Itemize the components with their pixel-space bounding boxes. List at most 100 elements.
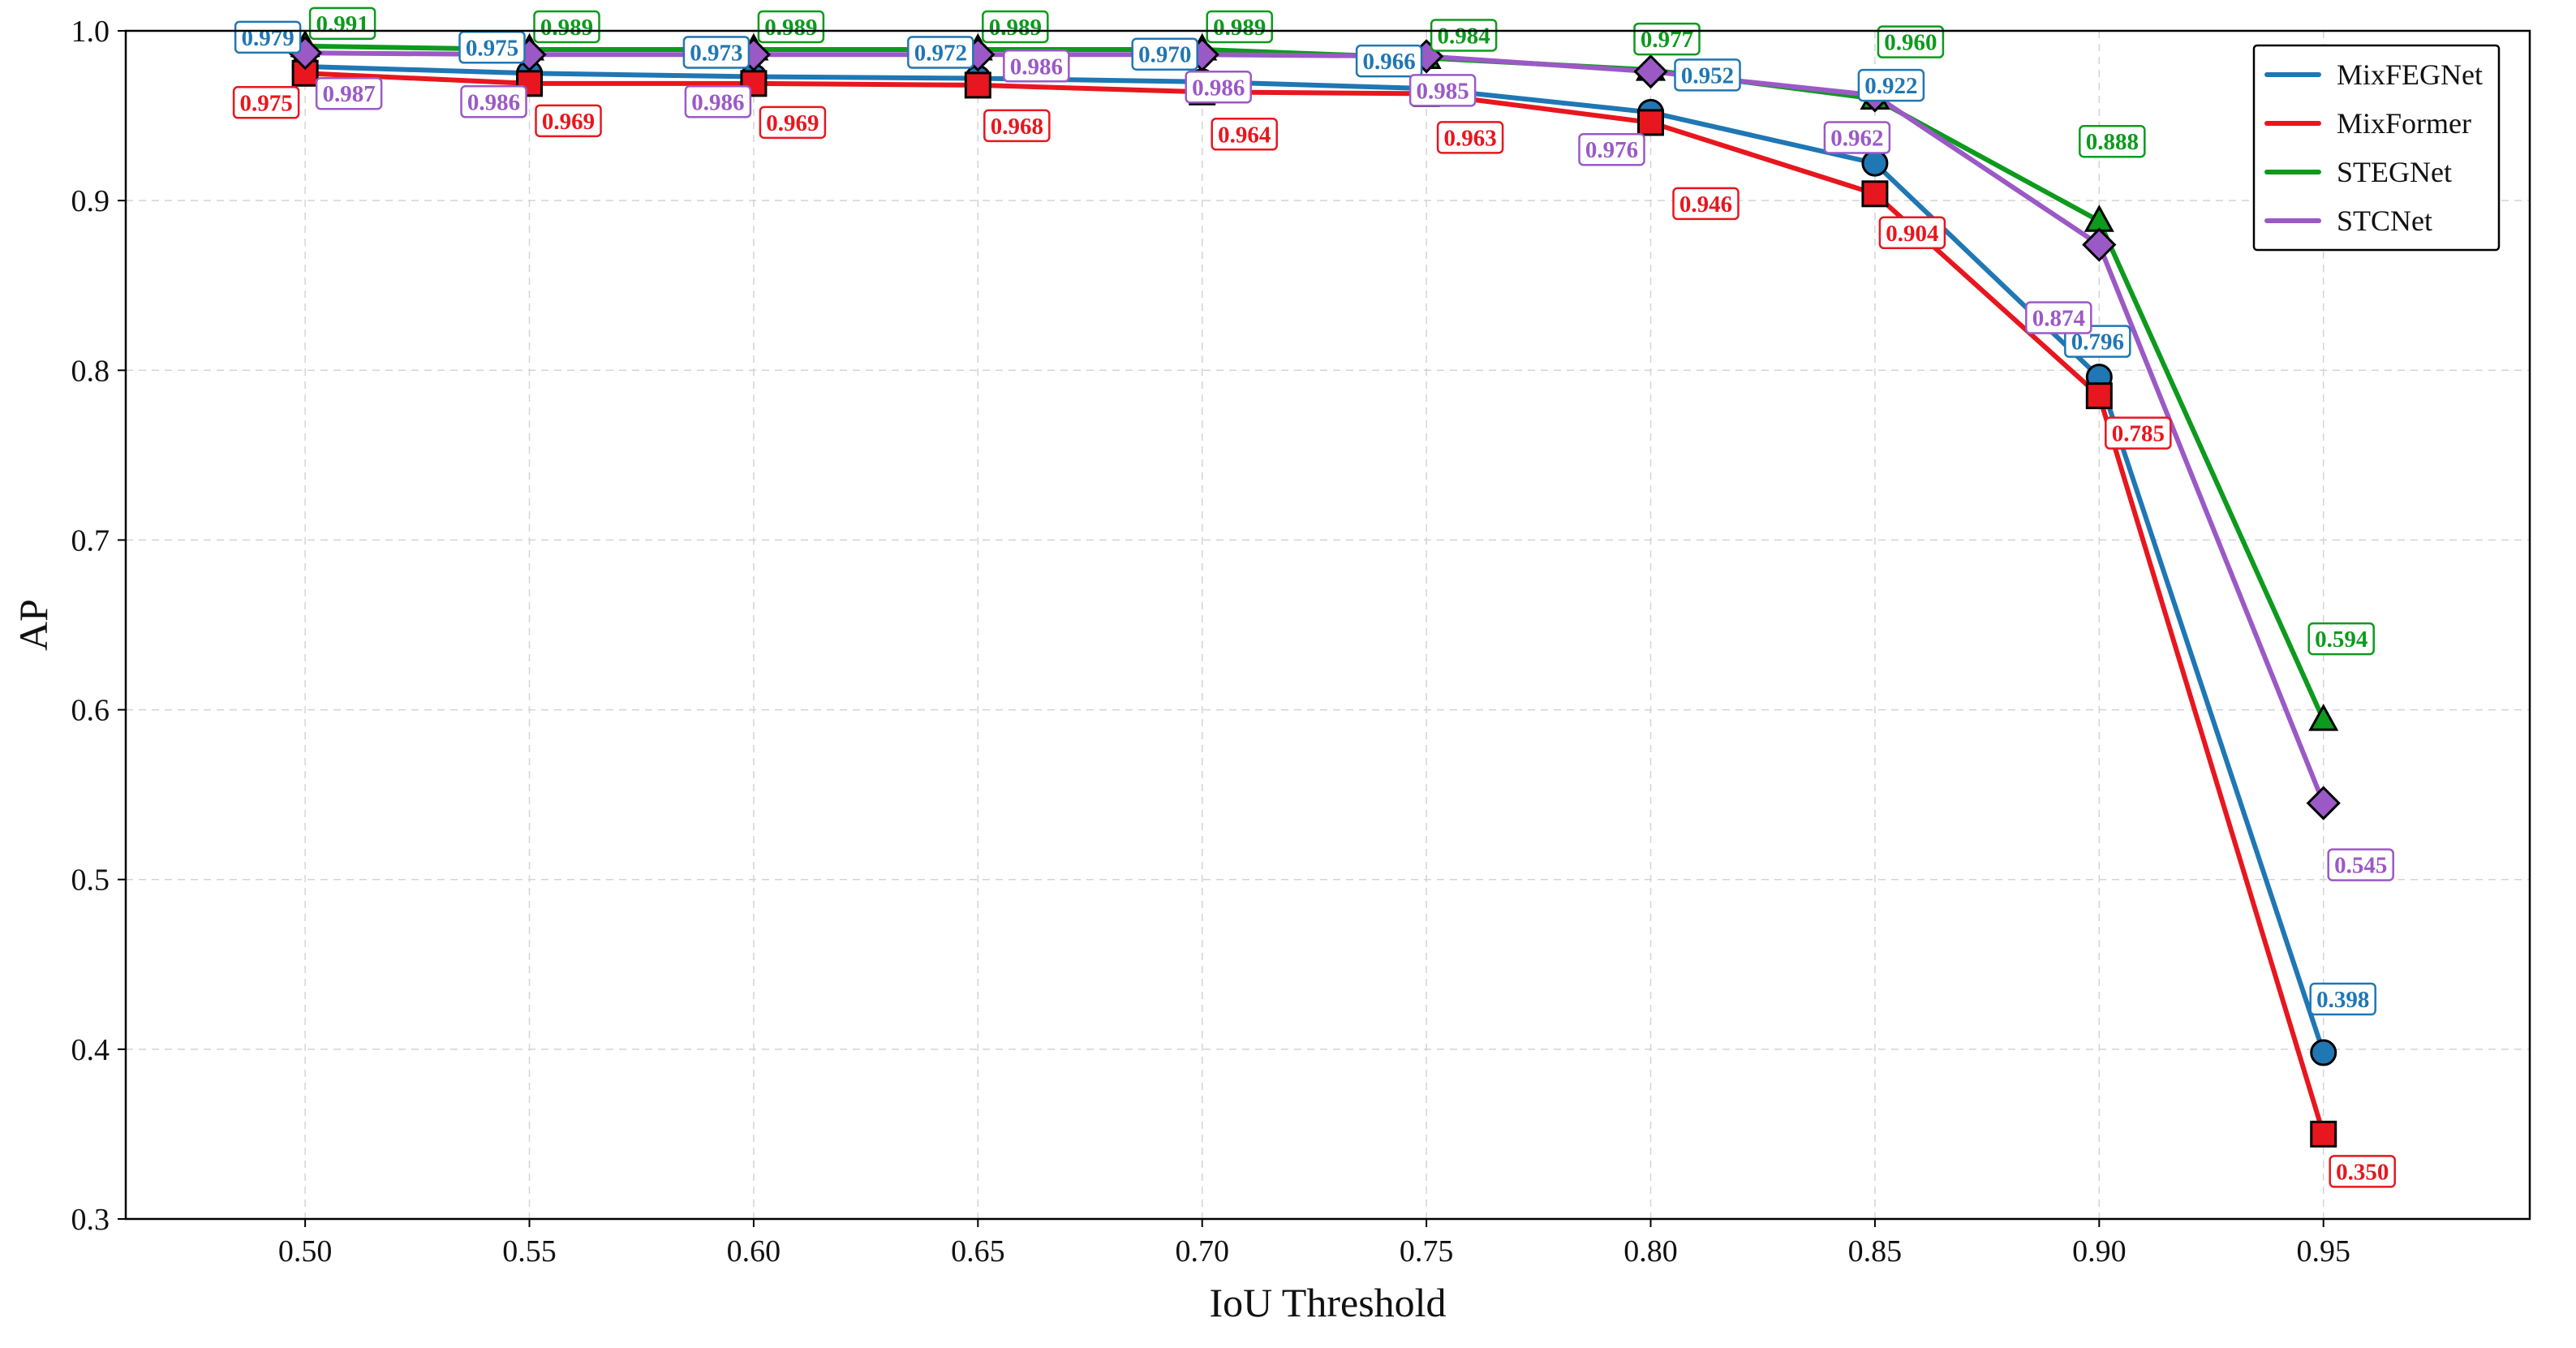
data-label-box bbox=[1877, 25, 1945, 58]
data-label-box bbox=[460, 85, 527, 118]
y-axis-title: AP bbox=[11, 599, 56, 651]
data-label-box bbox=[1211, 118, 1278, 151]
axis-ticks: 0.50 0.55 0.60 0.65 0.70 0.75 0.80 0.85 0.90 0.95… bbox=[71, 15, 2350, 1268]
data-label-text: 0.975 bbox=[466, 35, 518, 61]
data-label-box bbox=[1857, 68, 1925, 102]
legend-label-stegnet: STEGNet bbox=[2337, 156, 2452, 188]
data-label-mixfegnet: 0.972 bbox=[907, 36, 974, 69]
y-tick-label: 0.7 bbox=[71, 523, 110, 558]
data-label-box bbox=[1131, 37, 1198, 71]
data-label-text: 0.985 bbox=[1416, 78, 1469, 104]
data-label-text: 0.963 bbox=[1443, 125, 1496, 151]
data-label-box bbox=[2307, 622, 2375, 656]
data-label-mixfegnet: 0.952 bbox=[1674, 58, 1741, 92]
data-label-text: 0.545 bbox=[2334, 853, 2387, 879]
data-label-mixfegnet: 0.922 bbox=[1857, 68, 1925, 102]
x-tick-label: 0.60 bbox=[727, 1234, 781, 1268]
data-label-stcnet: 0.986 bbox=[1003, 50, 1070, 83]
y-tick-label: 1.0 bbox=[71, 15, 110, 49]
data-label-box bbox=[458, 31, 526, 64]
data-point-mixformer bbox=[2310, 1120, 2337, 1148]
data-label-box bbox=[315, 76, 383, 110]
data-label-box bbox=[1674, 58, 1741, 92]
data-label-text: 0.960 bbox=[1884, 30, 1937, 56]
data-label-text: 0.874 bbox=[2032, 306, 2085, 332]
y-tick-label: 0.9 bbox=[71, 184, 110, 218]
data-point-mixformer bbox=[1861, 180, 1889, 208]
data-label-stcnet: 0.987 bbox=[315, 76, 383, 110]
data-label-box bbox=[1003, 50, 1070, 83]
data-label-stegnet: 0.989 bbox=[982, 10, 1049, 44]
data-point-stcnet bbox=[2082, 227, 2117, 262]
x-tick-label: 0.55 bbox=[502, 1234, 557, 1268]
data-label-text: 0.962 bbox=[1830, 125, 1883, 151]
x-tick-label: 0.50 bbox=[278, 1234, 333, 1268]
data-point-mixformer bbox=[964, 71, 991, 99]
data-label-box bbox=[2079, 124, 2146, 158]
data-label-box bbox=[759, 106, 827, 140]
data-label-text: 0.989 bbox=[989, 15, 1042, 41]
data-label-box bbox=[757, 10, 825, 44]
data-label-mixfegnet: 0.975 bbox=[458, 31, 526, 64]
data-label-text: 0.975 bbox=[239, 90, 292, 116]
data-label-box bbox=[535, 104, 602, 138]
data-label-box bbox=[2105, 416, 2172, 450]
data-point-stcnet bbox=[2306, 786, 2341, 820]
data-label-box bbox=[982, 10, 1049, 44]
data-label-box bbox=[1430, 19, 1498, 52]
data-label-mixfegnet: 0.979 bbox=[234, 20, 302, 54]
data-point-mixformer bbox=[1637, 109, 1665, 136]
x-tick-label: 0.80 bbox=[1623, 1234, 1678, 1268]
data-label-stcnet: 0.545 bbox=[2327, 848, 2394, 881]
data-label-stegnet: 0.989 bbox=[757, 10, 825, 44]
data-label-stcnet: 0.976 bbox=[1578, 132, 1645, 166]
data-label-text: 0.973 bbox=[690, 40, 742, 66]
data-label-mixformer: 0.785 bbox=[2105, 416, 2172, 450]
data-point-stcnet bbox=[1633, 54, 1668, 89]
data-label-box bbox=[907, 36, 974, 69]
legend: MixFEGNet MixFormer STEGNet STCNet bbox=[2252, 44, 2501, 252]
data-label-text: 0.350 bbox=[2336, 1159, 2389, 1185]
data-label-box bbox=[232, 86, 300, 119]
data-label-mixformer: 0.963 bbox=[1436, 121, 1504, 154]
data-label-box bbox=[1408, 74, 1477, 107]
x-axis-title: IoU Threshold bbox=[1209, 1280, 1446, 1325]
data-label-box bbox=[2309, 982, 2376, 1016]
data-label-stcnet: 0.962 bbox=[1823, 121, 1891, 154]
data-label-stcnet: 0.986 bbox=[684, 85, 752, 118]
data-label-mixformer: 0.969 bbox=[759, 106, 827, 140]
data-label-stegnet: 0.977 bbox=[1633, 22, 1701, 56]
data-label-box bbox=[2329, 1155, 2396, 1188]
data-label-box bbox=[1355, 44, 1423, 78]
data-label-text: 0.989 bbox=[1213, 15, 1266, 41]
data-label-stegnet: 0.960 bbox=[1877, 25, 1945, 58]
data-label-mixformer: 0.904 bbox=[1878, 216, 1946, 250]
data-label-text: 0.970 bbox=[1138, 42, 1191, 68]
data-label-text: 0.989 bbox=[764, 15, 817, 41]
data-label-mixformer: 0.975 bbox=[232, 86, 300, 119]
data-label-text: 0.972 bbox=[914, 41, 967, 67]
data-label-box bbox=[983, 109, 1051, 143]
data-label-box bbox=[1206, 10, 1273, 44]
data-label-text: 0.969 bbox=[542, 109, 595, 135]
legend-label-mixfegnet: MixFEGNet bbox=[2337, 58, 2483, 91]
data-label-box bbox=[1672, 187, 1740, 221]
data-label-stcnet: 0.986 bbox=[1185, 71, 1252, 104]
data-label-box bbox=[2327, 848, 2394, 881]
data-label-stegnet: 0.888 bbox=[2079, 124, 2146, 158]
data-label-mixformer: 0.968 bbox=[983, 109, 1051, 143]
data-label-text: 0.987 bbox=[322, 81, 375, 107]
y-tick-label: 0.3 bbox=[71, 1203, 110, 1237]
data-label-text: 0.964 bbox=[1218, 122, 1271, 148]
data-label-box bbox=[1878, 216, 1946, 250]
data-label-text: 0.989 bbox=[540, 15, 593, 41]
data-label-text: 0.986 bbox=[1010, 54, 1063, 80]
data-label-stegnet: 0.991 bbox=[308, 6, 376, 41]
data-point-mixformer bbox=[2085, 382, 2113, 410]
data-label-text: 0.904 bbox=[1886, 221, 1938, 247]
data-label-text: 0.968 bbox=[991, 114, 1043, 140]
x-tick-label: 0.65 bbox=[951, 1234, 1005, 1268]
data-point-mixfegnet bbox=[1861, 149, 1889, 177]
data-label-text: 0.398 bbox=[2316, 987, 2369, 1013]
